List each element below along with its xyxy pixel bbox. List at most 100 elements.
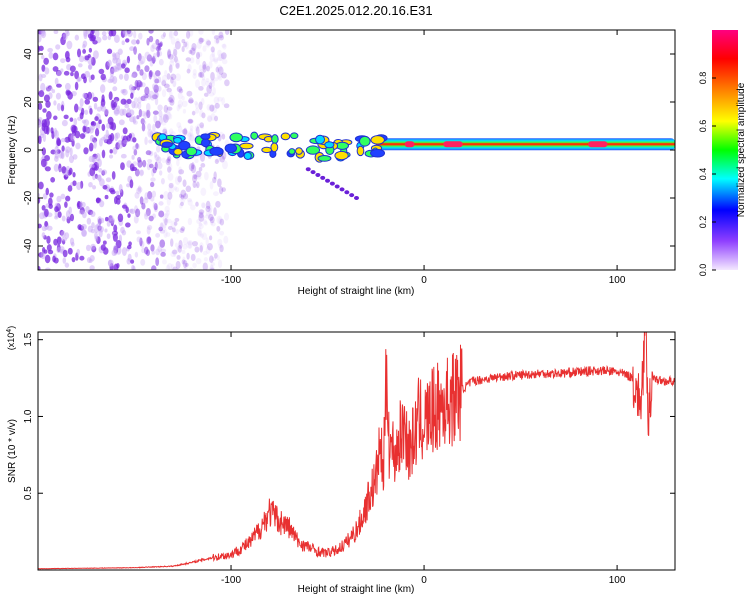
noise-dot xyxy=(167,53,174,60)
noise-dot xyxy=(89,265,95,270)
noise-dot xyxy=(158,58,164,66)
noise-dot xyxy=(40,158,47,168)
noise-dot xyxy=(68,206,73,215)
noise-dot xyxy=(73,117,78,126)
noise-dot xyxy=(56,83,62,88)
signal-blob xyxy=(173,136,183,144)
noise-dot xyxy=(160,248,167,253)
noise-dot xyxy=(50,127,54,134)
noise-dot xyxy=(146,54,153,62)
noise-dot xyxy=(162,113,169,123)
noise-dot xyxy=(175,73,181,81)
noise-dot xyxy=(155,257,160,266)
noise-dot xyxy=(199,242,204,251)
noise-dot xyxy=(200,97,205,106)
noise-dot xyxy=(151,57,157,63)
noise-dot xyxy=(55,44,61,50)
noise-dot xyxy=(148,150,154,157)
noise-dot xyxy=(187,119,193,124)
noise-dot xyxy=(134,251,139,258)
noise-dot xyxy=(176,104,180,112)
noise-dot xyxy=(218,217,222,225)
noise-dot xyxy=(194,158,199,164)
noise-dot xyxy=(204,171,209,181)
noise-dot xyxy=(55,92,61,100)
noise-dot xyxy=(192,240,198,247)
noise-dot xyxy=(137,96,142,104)
noise-dot xyxy=(158,210,165,218)
noise-dot xyxy=(65,146,71,154)
noise-dot xyxy=(150,95,156,101)
noise-dot xyxy=(198,37,204,44)
y-tick-label: 0 xyxy=(23,147,34,153)
colorbar-tick-label: 0.2 xyxy=(698,216,708,229)
noise-dot xyxy=(158,42,163,48)
noise-dot xyxy=(163,190,169,200)
noise-dot xyxy=(109,215,114,222)
noise-dot xyxy=(88,47,93,53)
noise-dot xyxy=(87,91,93,100)
noise-dot xyxy=(63,114,69,120)
noise-dot xyxy=(208,82,213,89)
noise-dot xyxy=(79,112,84,120)
noise-dot xyxy=(139,55,146,65)
noise-dot xyxy=(162,128,168,135)
noise-dot xyxy=(155,145,161,153)
noise-dot xyxy=(222,43,227,50)
noise-dot xyxy=(132,161,138,166)
noise-dot xyxy=(52,255,56,263)
noise-dot xyxy=(174,242,179,248)
noise-dot xyxy=(121,204,128,209)
noise-dot xyxy=(183,127,188,136)
noise-dot xyxy=(209,264,214,270)
noise-dot xyxy=(152,123,156,132)
signal-blob xyxy=(270,142,279,153)
noise-dot xyxy=(189,57,195,64)
noise-dot xyxy=(208,104,215,112)
noise-dot xyxy=(113,107,120,116)
noise-dot xyxy=(187,99,194,104)
noise-dot xyxy=(192,68,197,76)
snr-axes: -100 0 100 0.5 1.0 1.5 xyxy=(23,332,675,586)
branch-dot xyxy=(349,193,355,198)
signal-blob xyxy=(288,148,296,155)
noise-dot xyxy=(168,113,173,120)
noise-dot xyxy=(213,77,219,82)
noise-dot xyxy=(155,46,162,52)
signal-blob xyxy=(261,146,273,154)
noise-dot xyxy=(158,201,164,206)
noise-dot xyxy=(201,78,206,87)
noise-dot xyxy=(63,70,70,76)
y-tick-label: 1.5 xyxy=(23,332,34,346)
noise-dot xyxy=(211,256,217,262)
noise-dot xyxy=(64,201,68,208)
noise-dot xyxy=(210,113,216,121)
signal-blob xyxy=(200,133,211,140)
noise-dot xyxy=(47,47,54,53)
noise-dot xyxy=(61,215,66,222)
noise-dot xyxy=(205,200,211,210)
noise-dot xyxy=(140,258,146,266)
noise-dot xyxy=(54,129,59,139)
noise-dot xyxy=(138,108,143,118)
noise-dot xyxy=(146,224,153,231)
noise-dot xyxy=(75,142,81,150)
noise-dot xyxy=(144,136,148,146)
noise-dot xyxy=(161,80,167,87)
noise-dot xyxy=(136,81,140,86)
hot-segment xyxy=(588,141,608,148)
signal-blob xyxy=(370,148,386,158)
noise-dot xyxy=(134,168,140,177)
noise-dot xyxy=(180,201,184,207)
noise-dot xyxy=(80,223,87,230)
noise-dot xyxy=(43,249,48,254)
noise-dot xyxy=(158,116,163,125)
noise-dot xyxy=(168,94,175,104)
noise-dot xyxy=(153,84,159,93)
noise-dot xyxy=(48,197,53,206)
noise-dot xyxy=(49,192,54,198)
noise-dot xyxy=(173,221,178,226)
noise-dot xyxy=(198,222,203,227)
noise-dot xyxy=(90,74,95,81)
noise-dot xyxy=(178,169,185,175)
